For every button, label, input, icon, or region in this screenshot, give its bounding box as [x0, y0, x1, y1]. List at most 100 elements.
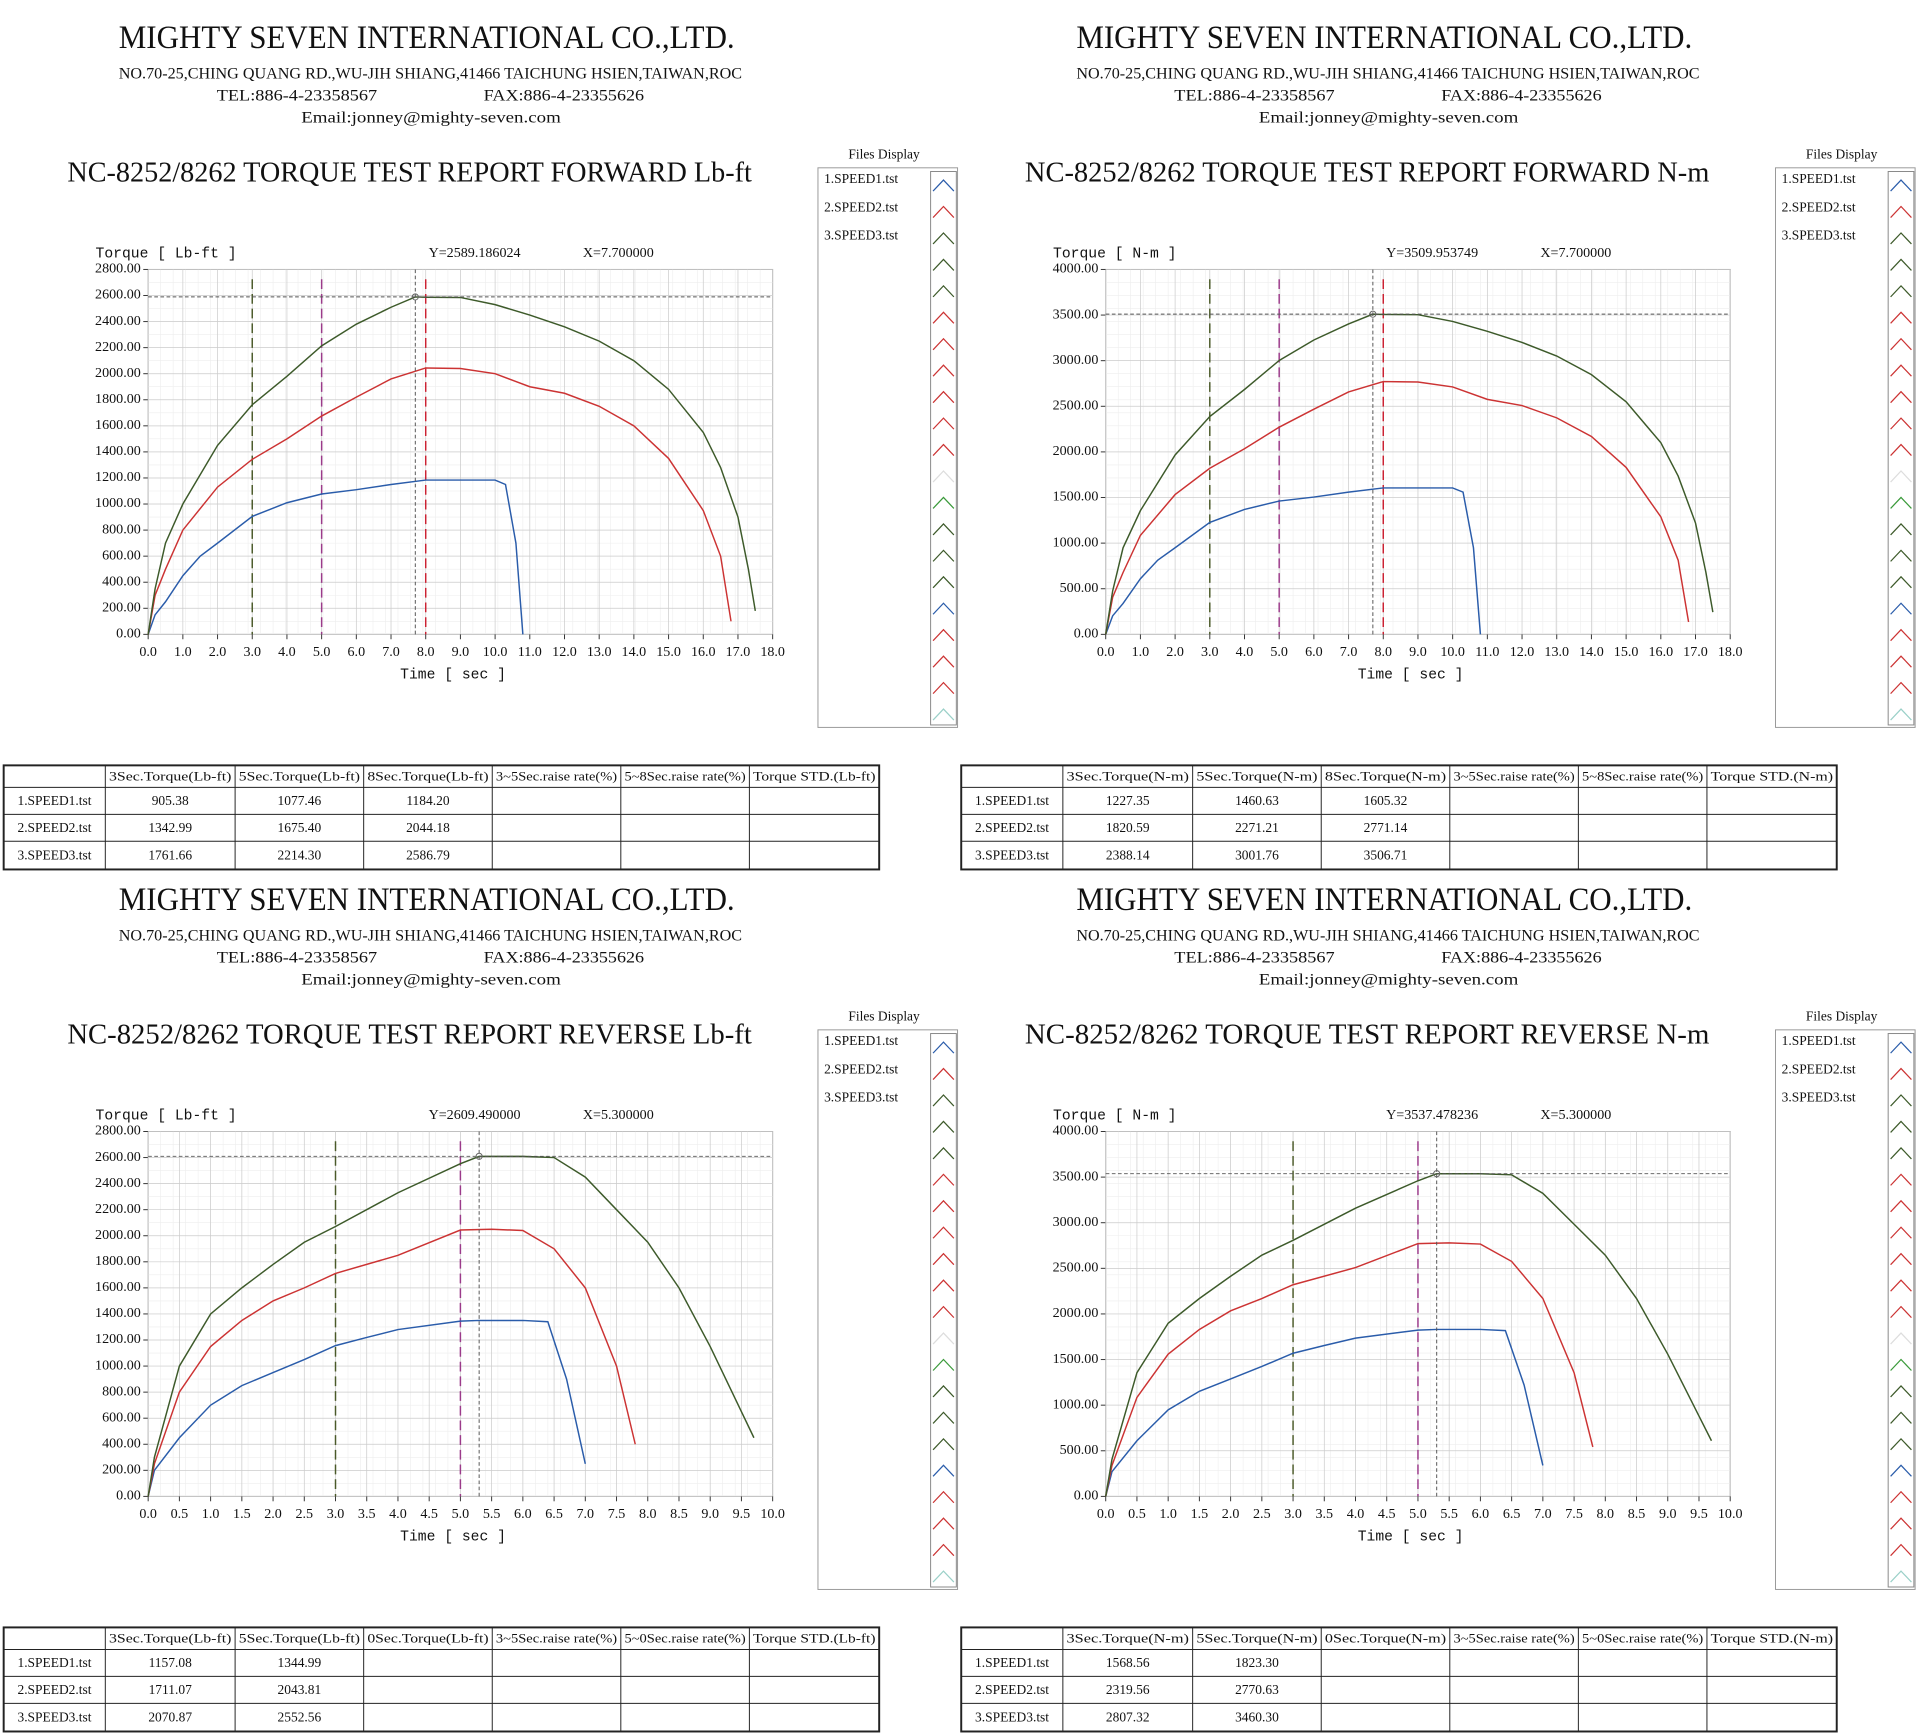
cursor-x-readout: X=5.300000	[583, 1107, 654, 1123]
x-tick-label: 7.5	[1565, 1506, 1583, 1522]
file-icon	[932, 364, 955, 377]
file-icon	[932, 1094, 955, 1107]
x-tick-label: 16.0	[1648, 644, 1673, 660]
x-tick-label: 1.5	[233, 1506, 251, 1522]
x-tick-label: 6.0	[514, 1506, 532, 1522]
y-tick-label: 4000.00	[1053, 261, 1099, 277]
table-header: 3Sec.Torque(Lb-ft)	[109, 770, 231, 784]
x-tick-label: 13.0	[587, 644, 612, 660]
x-tick-label: 12.0	[552, 644, 577, 660]
x-tick-label: 9.0	[452, 644, 470, 660]
company-tel: TEL:886-4-23358567	[217, 949, 377, 966]
cursor-y-readout: Y=3537.478236	[1386, 1107, 1478, 1123]
x-tick-label: 6.0	[1472, 1506, 1490, 1522]
company-email: Email:jonney@mighty-seven.com	[1259, 109, 1519, 126]
x-tick-label: 6.5	[545, 1506, 563, 1522]
file-icon	[1890, 1094, 1912, 1107]
y-tick-label: 1500.00	[1053, 1351, 1099, 1367]
y-tick-label: 2200.00	[95, 1201, 141, 1217]
x-tick-label: 14.0	[622, 644, 647, 660]
file-icon	[1890, 523, 1912, 536]
file-icon	[1890, 1517, 1912, 1530]
series-line	[147, 367, 732, 635]
file-icon	[1890, 1385, 1912, 1398]
file-icon	[932, 496, 955, 509]
x-tick-label: 3.0	[243, 644, 261, 660]
y-tick-label: 200.00	[102, 1462, 141, 1478]
files-title: Files Display	[848, 147, 920, 162]
x-tick-label: 1.5	[1191, 1506, 1209, 1522]
y-tick-label: 2400.00	[95, 313, 141, 329]
y-tick-label: 600.00	[102, 1409, 141, 1425]
y-tick-label: 2000.00	[1053, 443, 1099, 459]
table-row-label: 1.SPEED1.tst	[975, 793, 1049, 808]
file-icon	[1890, 205, 1912, 218]
x-tick-label: 6.0	[1305, 644, 1323, 660]
file-icon	[1890, 1173, 1912, 1186]
company-tel: TEL:886-4-23358567	[1174, 87, 1334, 104]
legend-entry: 1.SPEED1.tst	[1782, 171, 1856, 186]
table-cell: 1157.08	[149, 1655, 192, 1670]
file-icon	[932, 549, 955, 562]
file-icon	[1890, 232, 1912, 245]
x-tick-label: 1.0	[1132, 644, 1150, 660]
table-row-label: 3.SPEED3.tst	[17, 848, 91, 863]
icon-strip	[930, 1033, 957, 1588]
x-tick-label: 6.5	[1503, 1506, 1521, 1522]
table-header: 5Sec.Torque(N-m)	[1196, 1632, 1317, 1646]
files-title: Files Display	[848, 1009, 920, 1024]
file-icon	[1890, 390, 1912, 404]
chart-title: NC-8252/8262 TORQUE TEST REPORT REVERSE …	[1025, 1020, 1710, 1051]
company-address: NO.70-25,CHING QUANG RD.,WU-JIH SHIANG,4…	[1076, 927, 1699, 944]
file-icon	[1890, 1041, 1912, 1054]
y-tick-label: 2600.00	[95, 1149, 141, 1165]
file-icon	[1890, 1570, 1912, 1583]
cursor-y-readout: Y=2609.490000	[429, 1107, 521, 1123]
file-icon	[1890, 179, 1912, 192]
x-tick-label: 7.0	[1340, 644, 1358, 660]
legend-entry: 1.SPEED1.tst	[824, 1033, 898, 1048]
x-tick-label: 5.0	[1270, 644, 1288, 660]
file-icon	[1890, 1464, 1912, 1477]
x-tick-label: 8.0	[1374, 644, 1392, 660]
table-frame	[960, 1626, 1838, 1733]
icon-strip	[930, 170, 957, 726]
x-tick-label: 5.0	[1409, 1506, 1427, 1522]
x-tick-label: 15.0	[1614, 644, 1639, 660]
table-frame	[960, 764, 1838, 871]
table-header: 3~5Sec.raise rate(%)	[1453, 1632, 1574, 1646]
table-cell: 1820.59	[1106, 820, 1150, 835]
legend-entry: 2.SPEED2.tst	[824, 199, 898, 214]
table-row-label: 2.SPEED2.tst	[17, 820, 91, 835]
file-icon	[932, 1067, 955, 1080]
series-line	[1104, 1172, 1713, 1497]
x-tick-label: 2.5	[295, 1506, 313, 1522]
table-header: 3~5Sec.raise rate(%)	[496, 1632, 617, 1646]
table-row-label: 2.SPEED2.tst	[975, 820, 1049, 835]
table-cell: 1761.66	[148, 848, 192, 863]
file-icon	[1890, 1411, 1912, 1424]
file-icon	[932, 575, 955, 589]
file-icon	[932, 1490, 955, 1504]
table-row-label: 1.SPEED1.tst	[975, 1655, 1049, 1670]
y-tick-label: 3500.00	[1053, 306, 1099, 322]
x-tick-label: 12.0	[1510, 644, 1535, 660]
y-tick-label: 1200.00	[95, 1331, 141, 1347]
table-header: Torque STD.(Lb-ft)	[753, 1632, 875, 1646]
table-cell: 2271.21	[1235, 820, 1279, 835]
chart-title: NC-8252/8262 TORQUE TEST REPORT FORWARD …	[1025, 158, 1710, 189]
y-tick-label: 2000.00	[1053, 1305, 1099, 1321]
x-tick-label: 7.5	[608, 1506, 626, 1522]
file-icon	[932, 232, 955, 245]
y-tick-label: 2500.00	[1053, 1260, 1099, 1276]
report: MIGHTY SEVEN INTERNATIONAL CO.,LTD. NO.70…	[960, 20, 1916, 871]
x-tick-label: 3.5	[358, 1506, 376, 1522]
x-tick-label: 7.0	[382, 644, 400, 660]
x-tick-label: 3.0	[327, 1506, 345, 1522]
x-tick-label: 13.0	[1544, 644, 1569, 660]
file-icon	[932, 1120, 955, 1133]
file-icon	[1890, 1332, 1912, 1345]
y-tick-label: 600.00	[102, 547, 141, 563]
file-icon	[1890, 417, 1912, 430]
